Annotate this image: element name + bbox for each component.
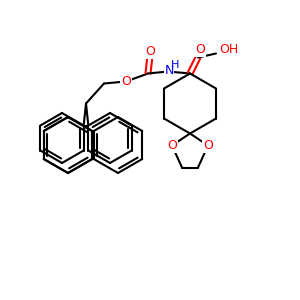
Text: O: O [195, 43, 205, 56]
Text: H: H [171, 59, 179, 70]
Text: OH: OH [219, 43, 238, 56]
Text: O: O [145, 45, 155, 58]
Text: O: O [121, 75, 131, 88]
Text: N: N [164, 64, 174, 77]
Text: O: O [167, 139, 177, 152]
Text: N: N [164, 64, 174, 77]
Text: O: O [203, 139, 213, 152]
